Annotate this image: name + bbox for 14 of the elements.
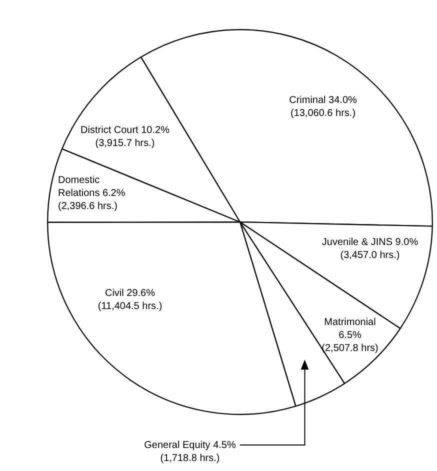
slice-label: Criminal 34.0% — [289, 94, 358, 106]
slice-label: District Court 10.2% — [80, 124, 170, 136]
data-label: (2,507.8 hrs) — [322, 342, 378, 354]
slice-label: Domestic Relations 6.2% — [58, 174, 126, 199]
data-label: (1,718.8 hrs.) — [160, 452, 220, 464]
data-label: (11,404.5 hrs.) — [98, 300, 162, 312]
data-label: (2,396.6 hrs.) — [58, 200, 118, 212]
data-label: (13,060.6 hrs.) — [290, 108, 356, 119]
data-label: (3,915.7 hrs.) — [95, 138, 155, 149]
slice-label: Matrimonial 6.5% — [324, 316, 376, 341]
slice-label: General Equity 4.5% — [144, 440, 236, 451]
data-label: (3,457.0 hrs.) — [340, 250, 400, 261]
slice-label: Civil 29.6% — [104, 288, 156, 299]
slice-label: Juvenile & JINS 9.0% — [322, 236, 418, 248]
